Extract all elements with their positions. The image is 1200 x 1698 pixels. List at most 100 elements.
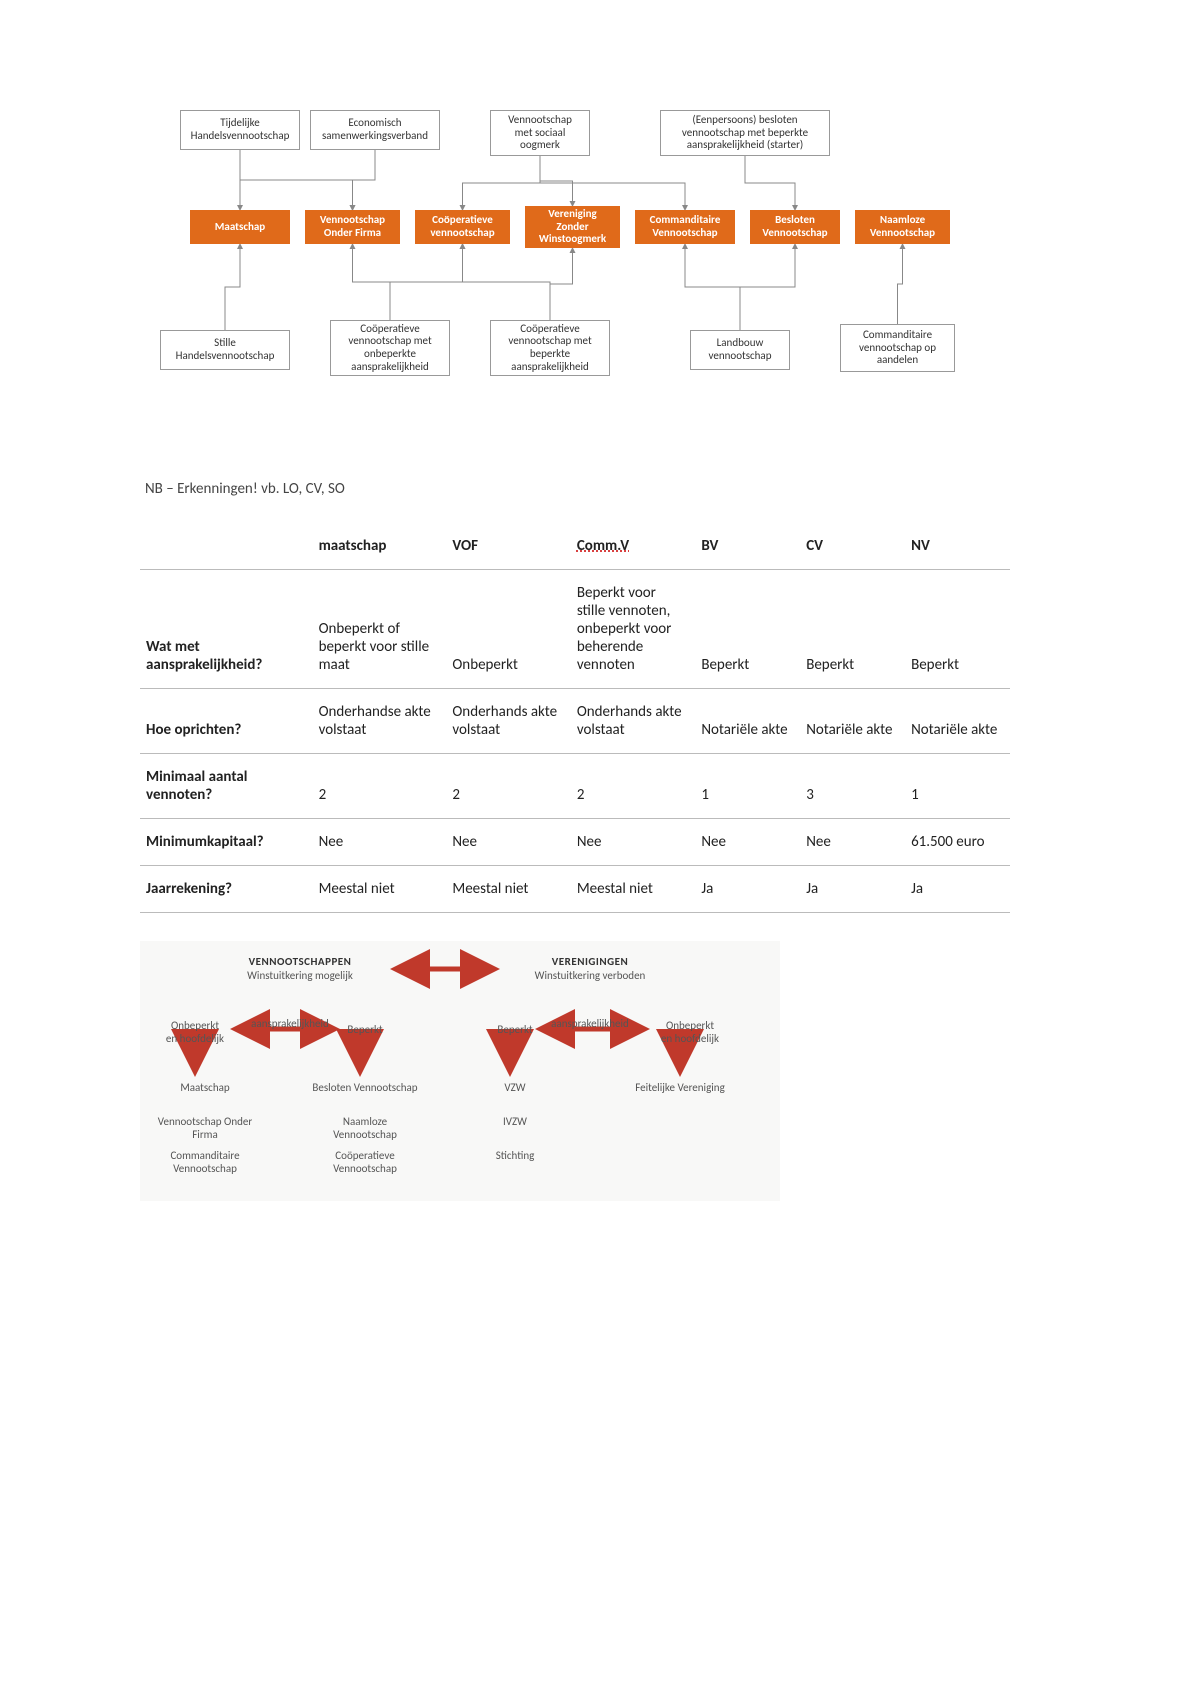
table-cell: 2 xyxy=(446,754,570,819)
info-label: Onbeperkten hoofdelijk xyxy=(640,1019,740,1045)
flow-box-label: Maatschap xyxy=(215,221,265,234)
table-cell: Nee xyxy=(695,819,800,866)
table-col-NV: NV xyxy=(905,523,1010,570)
table-cell: 61.500 euro xyxy=(905,819,1010,866)
info-label: Vennootschap Onder Firma xyxy=(150,1115,260,1141)
info-label: aansprakelijkheid xyxy=(250,1017,330,1030)
table-cell: Notariële akte xyxy=(695,689,800,754)
flow-box-r0_3: (Eenpersoons) beslotenvennootschap met b… xyxy=(660,110,830,156)
table-cell: Notariële akte xyxy=(905,689,1010,754)
flow-box-label: Coöperatievevennootschap xyxy=(430,214,494,239)
flow-box-r1_4: CommanditaireVennootschap xyxy=(635,210,735,244)
flow-box-label: Commanditairevennootschap opaandelen xyxy=(859,329,936,367)
flow-box-r1_2: Coöperatievevennootschap xyxy=(415,210,510,244)
flow-box-label: BeslotenVennootschap xyxy=(762,214,827,239)
info-label: Winstuitkering verboden xyxy=(490,969,690,982)
table-cell: Meestal niet xyxy=(571,866,695,913)
flow-box-r2_3: Landbouwvennootschap xyxy=(690,330,790,370)
info-label: Onbeperkten hoofdelijk xyxy=(150,1019,240,1045)
info-label: Feitelijke Vereniging xyxy=(610,1081,750,1094)
row-label: Wat met aansprakelijkheid? xyxy=(140,570,313,689)
table-cell: 1 xyxy=(695,754,800,819)
table-cell: 2 xyxy=(571,754,695,819)
flow-box-r2_0: StilleHandelsvennootschap xyxy=(160,330,290,370)
row-label: Minimaal aantal vennoten? xyxy=(140,754,313,819)
info-label: Besloten Vennootschap xyxy=(310,1081,420,1094)
row-label: Hoe oprichten? xyxy=(140,689,313,754)
flow-box-r0_1: Economischsamenwerkingsverband xyxy=(310,110,440,150)
flow-box-label: (Eenpersoons) beslotenvennootschap met b… xyxy=(682,114,808,152)
table-cell: Ja xyxy=(800,866,905,913)
table-cell: Beperkt xyxy=(905,570,1010,689)
info-label: Maatschap xyxy=(150,1081,260,1094)
flow-box-r0_2: Vennootschapmet sociaaloogmerk xyxy=(490,110,590,156)
table-cell: Ja xyxy=(905,866,1010,913)
flow-box-label: TijdelijkeHandelsvennootschap xyxy=(191,117,290,142)
table-cell: Beperkt xyxy=(800,570,905,689)
table-col-maatschap: maatschap xyxy=(313,523,447,570)
flow-box-r1_6: NaamlozeVennootschap xyxy=(855,210,950,244)
table-header-row: maatschapVOFComm.VBVCVNV xyxy=(140,523,1010,570)
table-col-Comm.V: Comm.V xyxy=(571,523,695,570)
flow-box-r1_3: VerenigingZonderWinstoogmerk xyxy=(525,206,620,248)
table-cell: Nee xyxy=(313,819,447,866)
flow-box-r0_0: TijdelijkeHandelsvennootschap xyxy=(180,110,300,150)
info-label: Stichting xyxy=(470,1149,560,1162)
flow-box-label: NaamlozeVennootschap xyxy=(870,214,935,239)
info-label: VERENIGINGEN xyxy=(490,955,690,968)
info-label: IVZW xyxy=(470,1115,560,1128)
table-cell: Ja xyxy=(695,866,800,913)
table-cell: Onderhands akte volstaat xyxy=(446,689,570,754)
table-cell: Beperkt xyxy=(695,570,800,689)
info-label: VENNOOTSCHAPPEN xyxy=(200,955,400,968)
info-label: Coöperatieve Vennootschap xyxy=(310,1149,420,1175)
info-label: Naamloze Vennootschap xyxy=(310,1115,420,1141)
table-row: Hoe oprichten?Onderhandse akte volstaatO… xyxy=(140,689,1010,754)
flow-box-label: Vennootschapmet sociaaloogmerk xyxy=(508,114,572,152)
info-label: aansprakelijkheid xyxy=(550,1017,630,1030)
flowchart-vennootschapsvormen: TijdelijkeHandelsvennootschap Economischs… xyxy=(160,110,980,450)
flow-box-r1_1: VennootschapOnder Firma xyxy=(305,210,400,244)
table-col-BV: BV xyxy=(695,523,800,570)
table-row: Minimumkapitaal?NeeNeeNeeNeeNee61.500 eu… xyxy=(140,819,1010,866)
flow-box-label: Economischsamenwerkingsverband xyxy=(322,117,428,142)
table-cell: 2 xyxy=(313,754,447,819)
flow-box-label: VerenigingZonderWinstoogmerk xyxy=(539,208,606,246)
flow-box-label: Landbouwvennootschap xyxy=(709,337,772,362)
info-label: Commanditaire Vennootschap xyxy=(150,1149,260,1175)
infographic-winstuitkering: VENNOOTSCHAPPENWinstuitkering mogelijk VE… xyxy=(140,941,780,1201)
table-cell: Beperkt voor stille vennoten, onbeperkt … xyxy=(571,570,695,689)
flow-box-label: StilleHandelsvennootschap xyxy=(176,337,275,362)
flow-box-r2_2: Coöperatievevennootschap metbeperkteaans… xyxy=(490,320,610,376)
flow-box-r1_0: Maatschap xyxy=(190,210,290,244)
table-cell: Onderhands akte volstaat xyxy=(571,689,695,754)
table-cell: Nee xyxy=(800,819,905,866)
table-cell: 3 xyxy=(800,754,905,819)
info-label: Beperkt xyxy=(330,1023,400,1036)
flowchart-lines xyxy=(160,110,980,450)
flow-box-label: CommanditaireVennootschap xyxy=(650,214,721,239)
table-row: Jaarrekening?Meestal nietMeestal nietMee… xyxy=(140,866,1010,913)
table-row: Minimaal aantal vennoten?222131 xyxy=(140,754,1010,819)
table-col-CV: CV xyxy=(800,523,905,570)
table-row: Wat met aansprakelijkheid?Onbeperkt of b… xyxy=(140,570,1010,689)
flow-box-r2_1: Coöperatievevennootschap metonbeperkteaa… xyxy=(330,320,450,376)
info-label: Beperkt xyxy=(480,1023,550,1036)
info-label: VZW xyxy=(470,1081,560,1094)
table-cell: Onbeperkt of beperkt voor stille maat xyxy=(313,570,447,689)
table-cell: Onderhandse akte volstaat xyxy=(313,689,447,754)
table-cell: Meestal niet xyxy=(313,866,447,913)
note-erkenningen: NB – Erkenningen! vb. LO, CV, SO xyxy=(145,480,1060,498)
info-label: Winstuitkering mogelijk xyxy=(200,969,400,982)
flow-box-label: Coöperatievevennootschap metonbeperkteaa… xyxy=(348,323,431,374)
flow-box-r1_5: BeslotenVennootschap xyxy=(750,210,840,244)
table-cell: Nee xyxy=(446,819,570,866)
table-corner xyxy=(140,523,313,570)
comparison-table: maatschapVOFComm.VBVCVNV Wat met aanspra… xyxy=(140,523,1010,913)
table-cell: Meestal niet xyxy=(446,866,570,913)
row-label: Jaarrekening? xyxy=(140,866,313,913)
table-cell: Nee xyxy=(571,819,695,866)
table-cell: Onbeperkt xyxy=(446,570,570,689)
flow-box-label: Coöperatievevennootschap metbeperkteaans… xyxy=(508,323,591,374)
table-col-VOF: VOF xyxy=(446,523,570,570)
